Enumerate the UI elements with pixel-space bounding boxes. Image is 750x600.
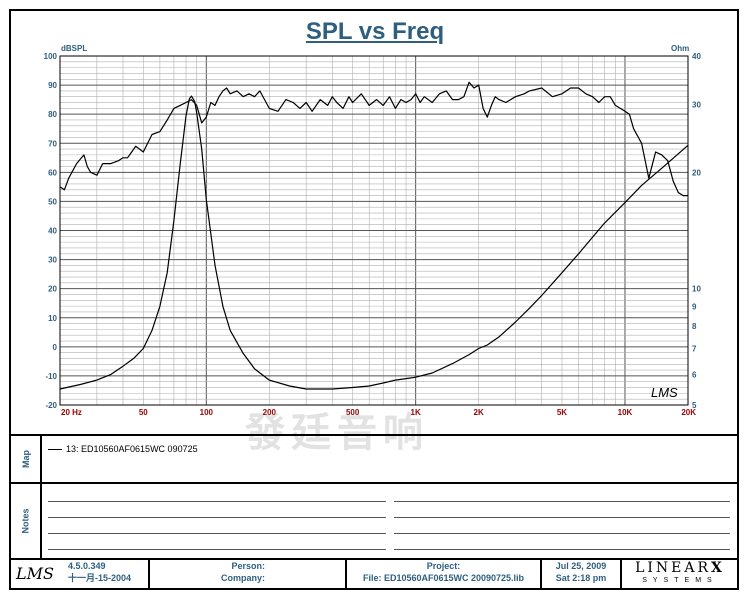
footer-project: Project: File: ED10560AF0615WC 20090725.… xyxy=(347,560,540,588)
x-tick-label: 20K xyxy=(681,408,696,417)
x-tick-label: 2K xyxy=(474,408,484,417)
legend-label: 13: ED10560AF0615WC 090725 xyxy=(66,444,198,454)
footer-lms-logo: LMS xyxy=(16,564,54,583)
y-right-axis-label: Ohm xyxy=(671,44,689,53)
y-left-tick-label: 90 xyxy=(48,81,57,90)
y-left-tick-label: 60 xyxy=(48,168,57,177)
version-number: 4.5.0.349 xyxy=(68,561,106,571)
y-right-tick-label: 20 xyxy=(692,168,701,177)
y-left-tick-label: 30 xyxy=(48,256,57,265)
grid xyxy=(60,56,688,405)
y-right-tick-label: 6 xyxy=(692,370,697,379)
logo-linear-text: LINEAR xyxy=(635,560,712,576)
x-tick-label: 20 Hz xyxy=(61,408,82,417)
y-right-tick-label: 7 xyxy=(692,345,697,354)
y-right-tick-label: 8 xyxy=(692,322,697,331)
spl-curve xyxy=(59,81,688,197)
notes-line xyxy=(48,517,386,518)
company-label: Company: xyxy=(220,573,265,583)
notes-line xyxy=(394,533,730,534)
y-left-tick-label: 80 xyxy=(48,110,57,119)
y-left-tick-label: 70 xyxy=(48,139,57,148)
footer-person: Person: Company: xyxy=(150,560,345,588)
report-frame xyxy=(9,9,739,590)
logo-x-text: X xyxy=(711,560,725,576)
y-left-tick-label: 40 xyxy=(48,227,57,236)
y-left-axis-label: dBSPL xyxy=(61,44,87,53)
divider-left-column xyxy=(40,434,42,560)
notes-line xyxy=(48,501,386,502)
y-left-tick-label: 20 xyxy=(48,285,57,294)
y-right-tick-label: 5 xyxy=(692,401,697,410)
footer-datetime: Jul 25, 2009 Sat 2:18 pm xyxy=(542,560,620,588)
x-tick-label: 1K xyxy=(411,408,421,417)
chart-title: SPL vs Freq xyxy=(305,18,445,45)
notes-label: Notes xyxy=(20,508,31,534)
y-left-tick-label: 0 xyxy=(53,343,58,352)
footer-version: 4.5.0.349 十一月-15-2004 xyxy=(68,560,148,588)
notes-line xyxy=(48,533,386,534)
footer-divider xyxy=(620,558,622,590)
x-tick-label: 50 xyxy=(139,408,148,417)
footer-time: Sat 2:18 pm xyxy=(555,573,607,583)
version-date: 十一月-15-2004 xyxy=(68,573,132,583)
x-tick-label: 500 xyxy=(346,408,360,417)
plot-area-border xyxy=(59,55,689,406)
legend-swatch xyxy=(48,448,62,450)
x-tick-label: 200 xyxy=(263,408,277,417)
file-label: File: ED10560AF0615WC 20090725.lib xyxy=(362,573,525,583)
y-right-tick-label: 10 xyxy=(692,285,701,294)
footer-divider xyxy=(345,558,347,590)
notes-line xyxy=(394,549,730,550)
watermark-text: 發廷音响 xyxy=(245,409,429,456)
y-right-tick-label: 40 xyxy=(692,52,701,61)
x-tick-label: 5K xyxy=(557,408,567,417)
tick-labels: 20 Hz 50 100 200 500 1K 2K 5K 10K 20K100908070605… xyxy=(44,52,702,417)
lms-brand-mark: LMS xyxy=(651,385,678,400)
series xyxy=(59,81,689,390)
notes-line xyxy=(48,549,386,550)
linearx-logo: LINEARX SYSTEMS xyxy=(622,560,738,588)
footer-divider xyxy=(148,558,150,590)
map-label: Map xyxy=(21,450,31,468)
y-left-tick-label: 100 xyxy=(44,52,58,61)
person-label: Person: xyxy=(231,561,265,571)
x-tick-label: 10K xyxy=(618,408,633,417)
footer-date: Jul 25, 2009 xyxy=(555,561,607,571)
x-tick-label: 100 xyxy=(200,408,214,417)
legend-item: 13: ED10560AF0615WC 090725 xyxy=(48,444,198,454)
y-left-tick-label: -20 xyxy=(45,401,57,410)
footer-divider xyxy=(540,558,542,590)
logo-systems-text: SYSTEMS xyxy=(642,577,718,584)
y-left-tick-label: 10 xyxy=(48,314,57,323)
y-left-tick-label: 50 xyxy=(48,197,57,206)
y-right-tick-label: 9 xyxy=(692,302,697,311)
impedance-curve xyxy=(59,95,689,390)
divider-footer-top xyxy=(11,558,737,560)
project-label: Project: xyxy=(426,561,461,571)
notes-line xyxy=(394,517,730,518)
notes-line xyxy=(394,501,730,502)
y-left-tick-label: -10 xyxy=(45,372,57,381)
y-right-tick-label: 30 xyxy=(692,100,701,109)
divider-map-top xyxy=(11,434,737,436)
divider-notes-top xyxy=(11,482,737,484)
